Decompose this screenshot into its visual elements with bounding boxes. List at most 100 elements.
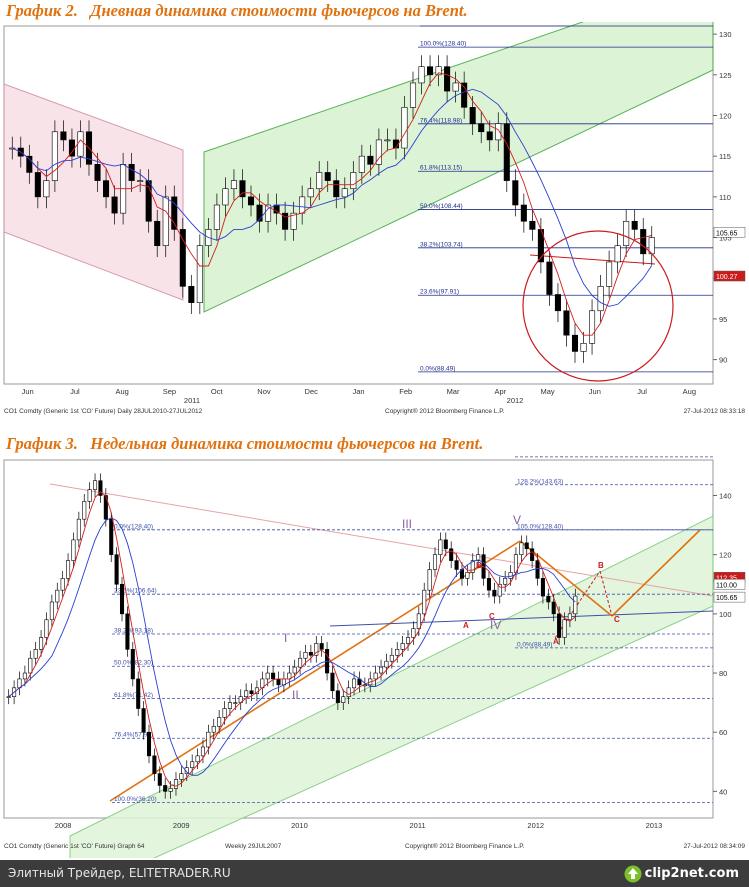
candle-body bbox=[196, 245, 203, 303]
candle-body bbox=[341, 696, 346, 703]
candle-body bbox=[43, 180, 50, 198]
candle-body bbox=[573, 595, 578, 615]
candle-body bbox=[567, 613, 572, 621]
clip2net-logo[interactable]: clip2net.com bbox=[624, 863, 739, 884]
candle-body bbox=[145, 180, 152, 222]
candle-body bbox=[195, 755, 200, 763]
trend-line bbox=[519, 540, 613, 617]
moving-average-line bbox=[12, 72, 652, 336]
fib-level-label: 23.6%(106.64) bbox=[114, 588, 157, 595]
x-tick-label: Jul bbox=[637, 387, 647, 396]
candle-body bbox=[22, 672, 27, 680]
candle-body bbox=[469, 107, 476, 124]
bloomberg-footer-center: Copyright® 2012 Bloomberg Finance L.P. bbox=[385, 407, 505, 415]
fib-level-label: 161.8%(153.06) bbox=[517, 456, 563, 457]
candle-body bbox=[324, 172, 331, 181]
x-tick-label: 2009 bbox=[173, 821, 190, 830]
candle-body bbox=[562, 619, 567, 638]
candle-body bbox=[119, 583, 125, 615]
candle-body bbox=[520, 204, 527, 222]
fib-level-label: 0.0%(88.49) bbox=[420, 365, 455, 372]
candle-body bbox=[606, 261, 613, 287]
bloomberg-footer-center: Copyright® 2012 Bloomberg Finance L.P. bbox=[405, 842, 525, 850]
trend-line bbox=[611, 529, 701, 617]
y-tick-label: 80 bbox=[719, 669, 727, 678]
candle-body bbox=[230, 180, 237, 190]
candle-body bbox=[55, 589, 60, 603]
candle-body bbox=[184, 767, 189, 774]
bloomberg-footer-right: 27-Jul-2012 08:34:09 bbox=[684, 843, 746, 850]
fib-level-label: 61.8%(113.15) bbox=[420, 165, 462, 172]
trend-line bbox=[554, 570, 601, 639]
candle-body bbox=[249, 690, 254, 695]
chart3-svg: 40 60 80 100 120 140 2008 2009 2010 2011 2012 2013 1… bbox=[3, 450, 746, 887]
candle-body bbox=[395, 649, 400, 656]
candle-body bbox=[114, 554, 119, 585]
candle-body bbox=[82, 501, 87, 520]
candle-body bbox=[389, 654, 394, 662]
fib-level-label: 100.0%(128.40) bbox=[420, 41, 466, 48]
price-tag-label: 110.00 bbox=[716, 582, 737, 589]
candle-body bbox=[299, 196, 306, 214]
candle-body bbox=[405, 637, 411, 644]
candle-body bbox=[49, 601, 54, 621]
candle-body bbox=[519, 542, 524, 555]
logo-text: clip2net.com bbox=[644, 866, 739, 881]
elliott-wave-label: V bbox=[513, 513, 521, 527]
candle-body bbox=[60, 131, 67, 141]
candle-body bbox=[640, 229, 647, 255]
elliott-wave-label: II bbox=[292, 688, 299, 702]
candle-body bbox=[206, 731, 211, 748]
candle-body bbox=[529, 220, 536, 230]
candle-body bbox=[623, 220, 630, 246]
site-footer: Элитный Трейдер, ELITETRADER.RU clip2net… bbox=[0, 860, 749, 887]
x-tick-label: 2008 bbox=[55, 821, 72, 830]
candle-body bbox=[136, 678, 141, 709]
x-year-label: 2012 bbox=[507, 396, 524, 405]
elliott-wave-label: B bbox=[598, 561, 604, 570]
x-tick-label: Aug bbox=[683, 387, 696, 396]
candle-body bbox=[256, 204, 263, 222]
x-tick-label: May bbox=[540, 387, 554, 396]
candle-body bbox=[530, 548, 535, 561]
elliott-wave-label: C bbox=[614, 615, 620, 624]
candle-body bbox=[141, 708, 146, 733]
elliott-wave-label: C bbox=[489, 612, 495, 621]
x-tick-label: Oct bbox=[211, 387, 224, 396]
candle-body bbox=[34, 172, 41, 198]
candle-body bbox=[540, 578, 545, 597]
candle-body bbox=[335, 690, 340, 703]
fib-level-label: 76.4%(118.98) bbox=[420, 117, 462, 124]
candle-body bbox=[217, 717, 222, 727]
x-tick-label: Jan bbox=[352, 387, 364, 396]
candle-body bbox=[298, 657, 303, 668]
candle-body bbox=[171, 196, 178, 230]
candle-body bbox=[341, 188, 348, 198]
x-tick-label: Aug bbox=[115, 387, 128, 396]
price-tag-label: 105.65 bbox=[716, 595, 738, 602]
price-tag bbox=[713, 591, 746, 603]
candle-body bbox=[401, 107, 408, 149]
candle-body bbox=[461, 82, 468, 108]
candle-body bbox=[179, 229, 186, 287]
chart2-svg: 9095100105110115120125130JunJulAugSepOct… bbox=[3, 15, 746, 415]
candle-body bbox=[163, 785, 168, 792]
candle-body bbox=[157, 773, 162, 786]
bloomberg-footer-right: 27-Jul-2012 08:33:18 bbox=[684, 408, 746, 415]
price-tag-label: 105.65 bbox=[716, 230, 738, 237]
candle-body bbox=[535, 560, 540, 579]
price-tag-label: 112.35 bbox=[716, 575, 737, 582]
candle-body bbox=[373, 672, 378, 680]
trend-channel bbox=[3, 83, 184, 301]
footer-source: Элитный Трейдер, ELITETRADER.RU bbox=[8, 866, 231, 880]
y-tick-label: 110 bbox=[719, 193, 731, 202]
y-tick-label: 60 bbox=[719, 728, 727, 737]
candle-body bbox=[444, 66, 451, 92]
candle-body bbox=[486, 131, 493, 141]
candle-body bbox=[597, 286, 604, 312]
candle-body bbox=[432, 554, 438, 570]
candle-body bbox=[631, 220, 638, 230]
moving-average-line bbox=[8, 491, 576, 787]
candle-body bbox=[454, 560, 459, 570]
candle-body bbox=[247, 196, 255, 206]
